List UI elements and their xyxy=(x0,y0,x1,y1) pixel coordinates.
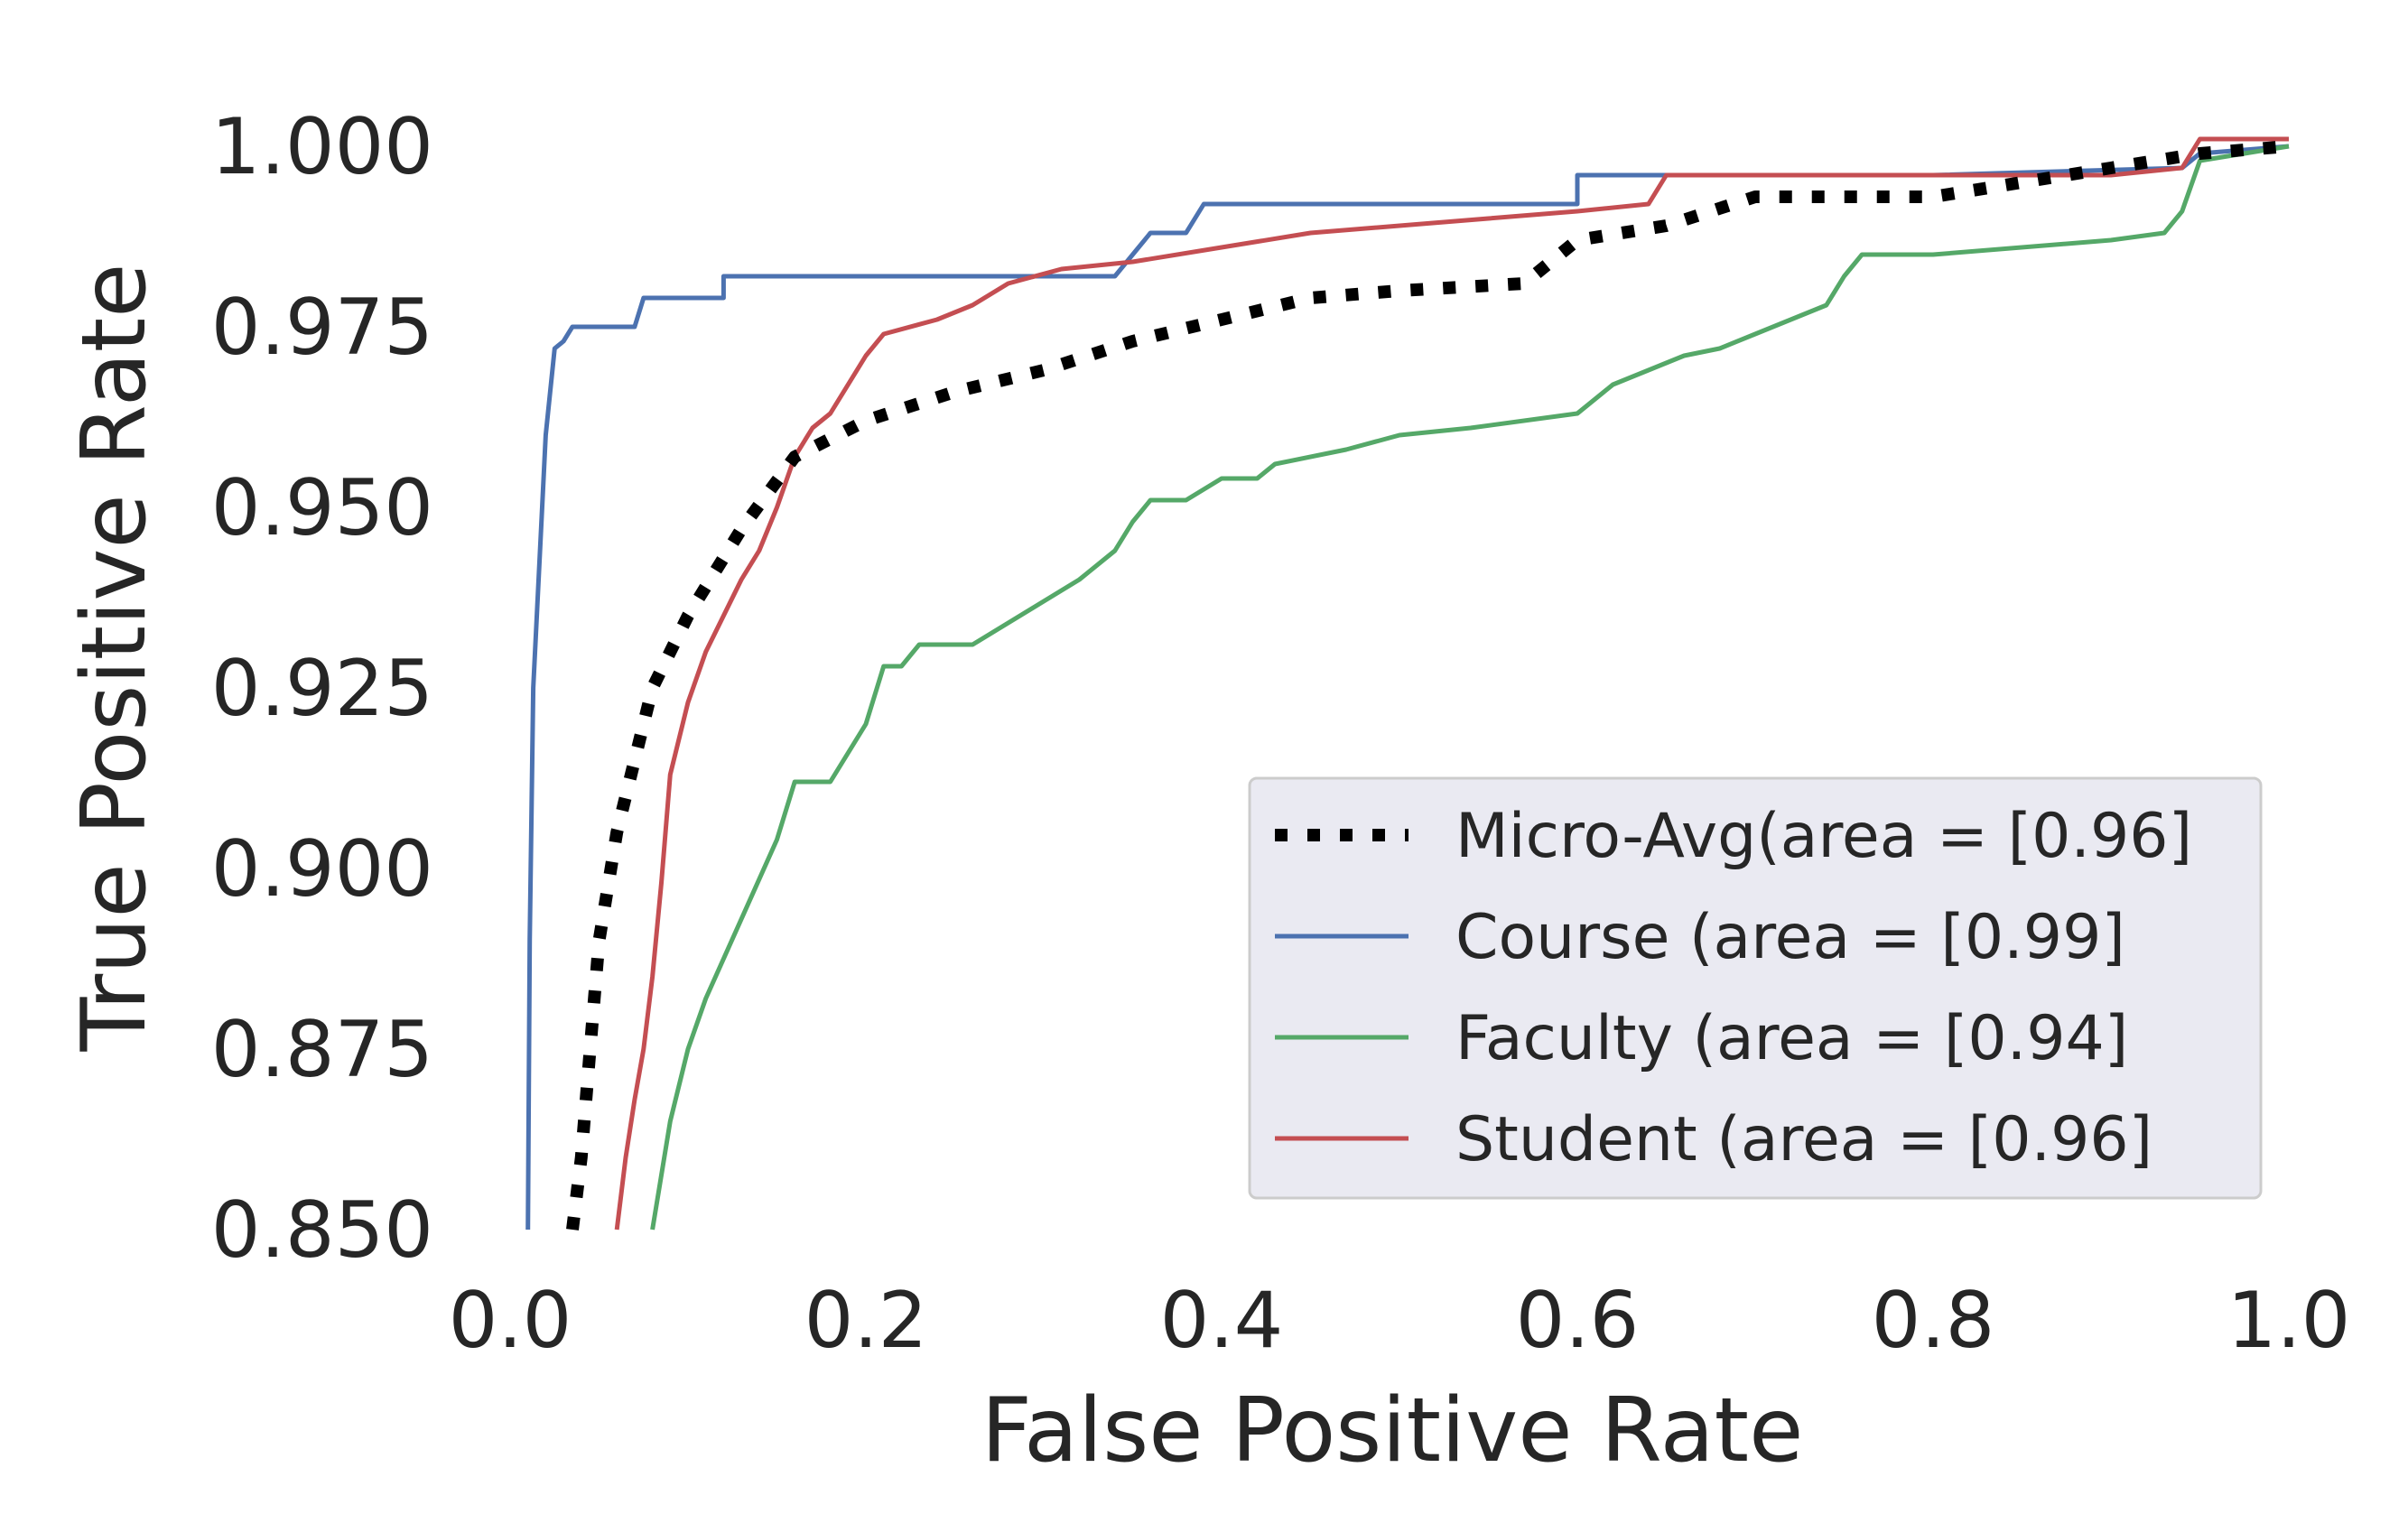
x-axis-ticks: 0.0 0.2 0.4 0.6 0.8 1.0 xyxy=(449,1276,2351,1366)
series-line-faculty xyxy=(650,144,2290,1231)
legend-box xyxy=(1248,776,2263,1200)
legend-items: Micro-Avg(area = [0.96] Course (area = [0… xyxy=(1275,801,2192,1175)
y-tick-label: 0.950 xyxy=(211,463,433,553)
legend: Micro-Avg(area = [0.96] Course (area = [0… xyxy=(1248,776,2263,1200)
y-tick-label: 0.925 xyxy=(211,644,433,734)
y-tick-label: 0.900 xyxy=(211,824,433,915)
x-tick-label: 1.0 xyxy=(2227,1276,2351,1366)
legend-label: Student (area = [0.96] xyxy=(1455,1104,2152,1175)
legend-label: Course (area = [0.99] xyxy=(1455,902,2125,973)
y-axis-label: True Positive Rate xyxy=(63,264,166,1053)
y-tick-label: 0.875 xyxy=(211,1005,433,1095)
plot-lines xyxy=(525,136,2290,1231)
x-tick-label: 0.4 xyxy=(1160,1276,1284,1366)
x-tick-label: 0.6 xyxy=(1516,1276,1640,1366)
y-tick-label: 1.000 xyxy=(211,102,433,192)
x-tick-label: 0.8 xyxy=(1872,1276,1995,1366)
x-axis-label: False Positive Rate xyxy=(981,1379,1804,1482)
x-tick-label: 0.0 xyxy=(449,1276,572,1366)
series-line-student xyxy=(614,136,2289,1231)
y-tick-label: 0.975 xyxy=(211,283,433,373)
x-tick-label: 0.2 xyxy=(804,1276,928,1366)
legend-label: Faculty (area = [0.94] xyxy=(1455,1003,2128,1074)
y-axis-ticks: 0.850 0.875 0.900 0.925 0.950 0.975 1.000 xyxy=(211,102,433,1276)
y-tick-label: 0.850 xyxy=(211,1185,433,1276)
legend-label: Micro-Avg(area = [0.96] xyxy=(1455,801,2192,872)
